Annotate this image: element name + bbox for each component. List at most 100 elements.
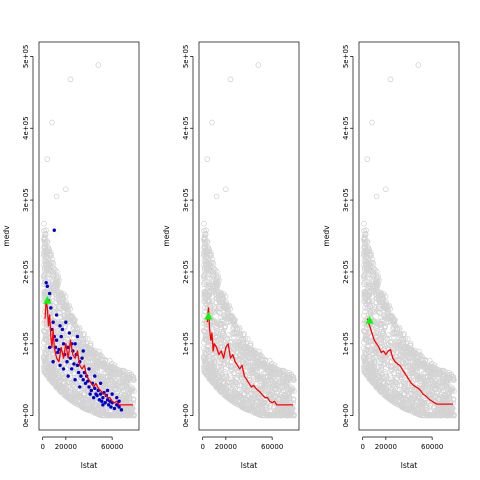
background-point — [202, 231, 209, 238]
background-point — [273, 409, 280, 416]
background-point — [382, 334, 389, 341]
background-point — [104, 411, 110, 418]
background-point — [432, 378, 438, 384]
background-point — [107, 363, 114, 370]
background-point — [201, 232, 208, 239]
background-point — [74, 381, 81, 388]
fit-line — [206, 307, 293, 406]
background-point — [409, 404, 416, 411]
marker-triangle — [204, 311, 213, 320]
background-point — [451, 412, 457, 419]
background-point — [243, 406, 250, 412]
background-point — [383, 305, 390, 312]
background-point — [366, 292, 373, 299]
background-point — [251, 360, 258, 367]
background-point — [225, 362, 232, 369]
background-point — [50, 376, 57, 382]
background-point — [76, 330, 82, 336]
background-point — [396, 342, 402, 348]
background-point — [42, 349, 48, 356]
background-point — [413, 352, 420, 359]
background-point — [73, 329, 79, 336]
background-point — [256, 348, 262, 355]
background-point — [85, 358, 91, 365]
background-point — [393, 354, 399, 361]
background-point — [369, 256, 376, 262]
background-point — [361, 345, 367, 352]
background-point — [212, 354, 219, 361]
x-axis: 0 20000 60000 — [360, 436, 443, 451]
data-point — [68, 356, 73, 360]
background-point — [116, 367, 123, 374]
background-point — [211, 348, 218, 355]
background-point — [399, 342, 406, 349]
outlier-point — [285, 391, 292, 397]
background-point — [112, 378, 118, 384]
background-point — [429, 385, 436, 392]
background-point — [204, 344, 211, 350]
background-point — [425, 377, 432, 383]
background-point — [117, 379, 123, 386]
x-tick-label: 0 — [40, 443, 44, 451]
background-point — [63, 387, 69, 394]
data-point — [75, 363, 80, 368]
outlier-point — [53, 193, 60, 200]
background-point — [221, 342, 228, 348]
y-tick-label: 2e+05 — [182, 260, 190, 284]
background-point — [373, 327, 380, 334]
background-point — [408, 370, 414, 376]
background-point — [419, 353, 425, 360]
data-point — [78, 385, 82, 389]
y-tick-label: 1e+05 — [342, 332, 350, 356]
background-point — [388, 313, 395, 320]
background-point — [235, 372, 242, 379]
data-point — [59, 334, 63, 339]
data-point — [115, 395, 119, 400]
background-point — [260, 401, 266, 408]
background-point — [365, 285, 371, 291]
background-point — [418, 412, 424, 418]
background-point — [440, 394, 447, 401]
background-point — [260, 407, 267, 414]
background-point — [253, 358, 260, 365]
background-point — [406, 377, 413, 383]
background-point — [387, 396, 393, 403]
background-point — [265, 377, 272, 383]
background-point — [219, 383, 226, 390]
background-point — [400, 378, 406, 385]
background-point — [215, 275, 221, 281]
background-point — [247, 347, 254, 354]
background-point — [384, 393, 391, 399]
background-point — [290, 400, 296, 406]
background-point — [202, 350, 209, 357]
background-point — [96, 387, 102, 393]
data-point — [47, 345, 52, 350]
background-point — [120, 394, 127, 401]
background-point — [361, 358, 368, 365]
background-point — [416, 393, 422, 400]
background-point — [98, 412, 104, 418]
background-point — [393, 365, 399, 371]
background-point — [214, 384, 220, 391]
background-point — [366, 301, 373, 308]
y-tick-label: 1e+05 — [22, 332, 30, 356]
background-point — [231, 387, 238, 394]
background-point — [67, 306, 73, 312]
background-point — [222, 370, 229, 377]
background-point — [401, 381, 408, 388]
y-axis-label: medv — [2, 225, 11, 247]
background-point — [91, 407, 98, 414]
background-point — [96, 348, 102, 355]
background-point — [393, 329, 399, 336]
background-point — [277, 379, 283, 386]
background-point — [404, 388, 411, 394]
panel-1: 0 20000 60000 0e+00 1e+05 2e+05 3e+05 4e+05 5e+… — [2, 41, 140, 470]
background-point — [99, 353, 105, 360]
background-point — [396, 352, 403, 358]
background-points — [201, 220, 297, 419]
background-point — [427, 412, 433, 418]
background-point — [394, 381, 401, 388]
y-axis: 0e+00 1e+05 2e+05 3e+05 4e+05 5e+05 — [342, 45, 354, 427]
background-point — [378, 324, 385, 331]
background-point — [220, 360, 227, 367]
